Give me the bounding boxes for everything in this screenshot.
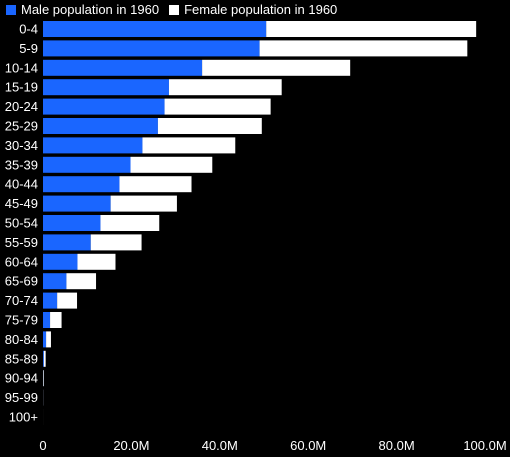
bar-male-5-9[interactable] [43,40,260,57]
category-label-70-74: 70-74 [5,293,38,308]
bar-male-70-74[interactable] [43,292,58,309]
legend-swatch-female [169,4,180,15]
bar-female-35-39[interactable] [130,156,213,173]
category-label-20-24: 20-24 [5,99,38,114]
category-label-80-84: 80-84 [5,332,38,347]
legend-swatch-male [6,4,16,15]
bar-female-75-79[interactable] [50,312,62,328]
bar-male-30-34[interactable] [43,137,143,154]
category-label-10-14: 10-14 [5,60,38,75]
category-label-35-39: 35-39 [5,157,38,172]
bar-male-25-29[interactable] [43,118,158,134]
bar-female-65-69[interactable] [66,273,97,290]
category-label-90-94: 90-94 [5,371,38,386]
bar-male-40-44[interactable] [43,176,120,193]
category-label-45-49: 45-49 [5,196,38,211]
bar-female-15-19[interactable] [168,79,282,96]
x-tick-label-3: 60.0M [290,438,326,453]
category-label-15-19: 15-19 [5,80,38,95]
category-label-95-99: 95-99 [5,390,38,405]
bar-male-85-89[interactable] [43,350,44,367]
category-label-30-34: 30-34 [5,138,38,153]
bar-female-45-49[interactable] [110,195,177,212]
category-label-50-54: 50-54 [5,216,38,231]
category-label-5-9: 5-9 [19,41,38,56]
x-tick-label-5: 100.0M [463,438,506,453]
bar-female-40-44[interactable] [119,176,192,193]
category-label-65-69: 65-69 [5,274,38,289]
bar-male-0-4[interactable] [43,21,267,37]
category-label-85-89: 85-89 [5,351,38,366]
bar-female-55-59[interactable] [90,234,142,251]
bar-male-65-69[interactable] [43,273,67,290]
bar-female-5-9[interactable] [259,40,468,57]
category-label-25-29: 25-29 [5,119,38,134]
category-label-60-64: 60-64 [5,254,38,269]
bar-male-20-24[interactable] [43,98,165,115]
bar-female-20-24[interactable] [164,98,271,115]
bar-female-50-54[interactable] [100,215,160,231]
bar-female-80-84[interactable] [46,331,51,348]
bar-female-30-34[interactable] [142,137,236,154]
bar-female-10-14[interactable] [202,59,351,76]
bar-male-45-49[interactable] [43,195,111,212]
bar-female-25-29[interactable] [157,118,262,134]
bar-male-50-54[interactable] [43,215,101,231]
bar-male-80-84[interactable] [43,331,47,348]
bar-female-70-74[interactable] [57,292,78,309]
x-tick-label-2: 40.0M [202,438,238,453]
category-label-55-59: 55-59 [5,235,38,250]
category-label-75-79: 75-79 [5,313,38,328]
legend-label-male: Male population in 1960 [21,2,160,17]
x-tick-label-0: 0 [39,438,46,453]
bar-male-35-39[interactable] [43,156,131,173]
bar-male-75-79[interactable] [43,312,51,328]
category-label-100+: 100+ [9,410,38,425]
bar-female-90-94[interactable] [43,370,44,387]
legend-item-male[interactable]: Male population in 1960 [6,2,159,17]
bar-male-10-14[interactable] [43,59,203,76]
x-tick-label-4: 80.0M [379,438,415,453]
bar-female-0-4[interactable] [266,21,477,37]
bar-male-55-59[interactable] [43,234,91,251]
bar-male-15-19[interactable] [43,79,169,96]
bar-female-85-89[interactable] [43,350,46,367]
bar-male-60-64[interactable] [43,253,78,270]
legend-item-female[interactable]: Female population in 1960 [169,2,337,17]
x-tick-label-1: 20.0M [113,438,149,453]
legend-label-female: Female population in 1960 [184,2,338,17]
category-label-0-4: 0-4 [19,22,38,37]
category-label-40-44: 40-44 [5,177,38,192]
chart-legend: Male population in 1960 Female populatio… [6,2,347,17]
bar-female-60-64[interactable] [77,253,116,270]
